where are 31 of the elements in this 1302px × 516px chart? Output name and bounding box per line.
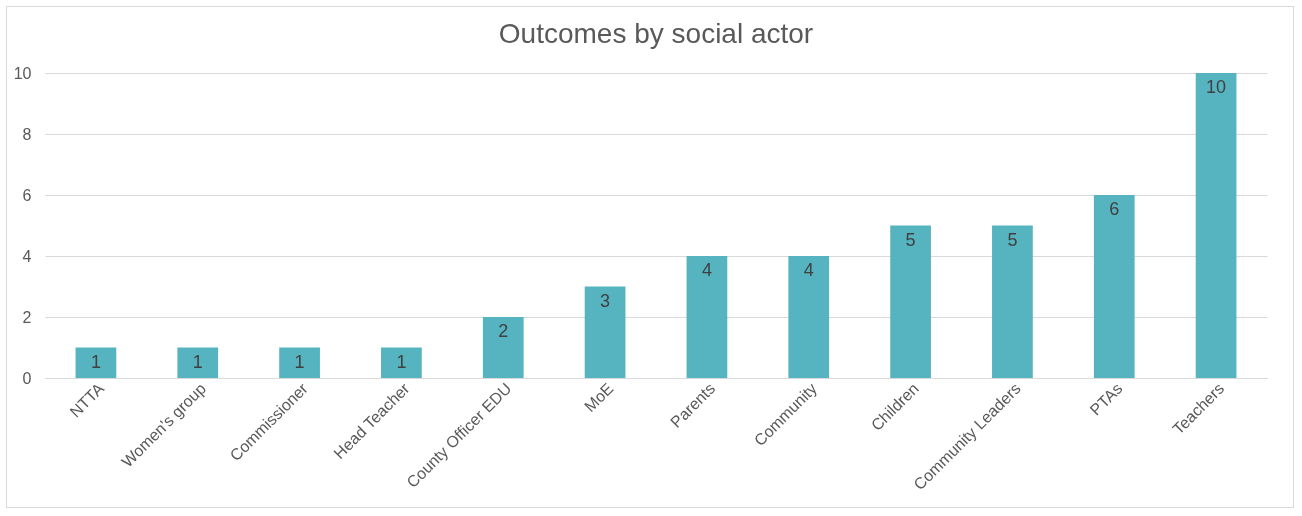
bar (75, 347, 117, 378)
bar (788, 256, 830, 378)
bar (381, 347, 422, 378)
chart-title: Outcomes by social actor (498, 18, 814, 49)
data-label: 4 (803, 260, 814, 280)
y-tick-label: 0 (22, 369, 32, 387)
y-tick-label: 10 (13, 64, 32, 82)
bar (279, 347, 320, 378)
data-label: 1 (90, 351, 101, 372)
y-tick-label: 2 (22, 308, 32, 326)
bar (1195, 73, 1237, 378)
bar (482, 317, 524, 378)
y-tick-label: 6 (22, 186, 32, 204)
data-label: 10 (1206, 77, 1227, 97)
bar (890, 225, 931, 378)
data-label: 5 (1007, 229, 1018, 250)
bar (584, 286, 626, 378)
bar (992, 225, 1033, 378)
y-tick-label: 8 (22, 125, 32, 143)
bar (686, 256, 728, 378)
bar (177, 347, 219, 378)
data-label: 4 (701, 260, 712, 280)
y-tick-label: 4 (22, 247, 32, 265)
data-label: 1 (294, 351, 305, 372)
data-label: 5 (905, 229, 916, 250)
data-label: 2 (498, 321, 509, 341)
data-label: 1 (192, 351, 203, 372)
bar (1093, 195, 1135, 378)
data-label: 3 (600, 290, 611, 311)
data-label: 6 (1109, 199, 1120, 219)
data-label: 1 (396, 351, 407, 372)
